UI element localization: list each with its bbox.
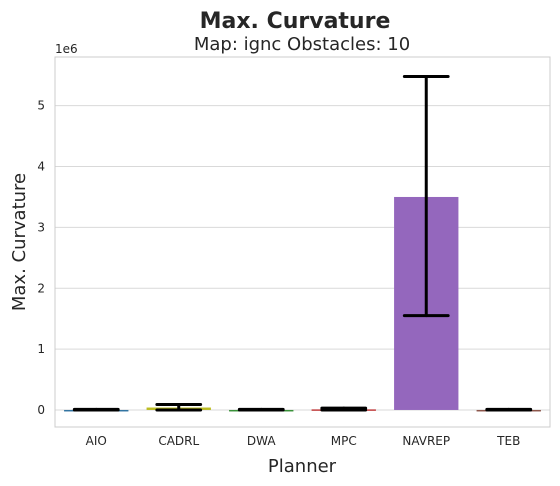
x-tick-label: MPC — [331, 434, 357, 448]
x-axis-ticks: AIO CADRL DWA MPC NAVREP TEB — [86, 434, 521, 448]
chart-title: Max. Curvature — [200, 9, 391, 34]
y-axis-ticks: 0 1 2 3 4 5 — [37, 99, 45, 417]
y-tick-label: 1 — [37, 342, 45, 356]
x-tick-label: TEB — [496, 434, 520, 448]
error-bars — [72, 74, 533, 412]
y-axis-label: Max. Curvature — [9, 173, 30, 311]
x-axis-label: Planner — [268, 456, 337, 477]
x-tick-label: CADRL — [158, 434, 199, 448]
x-tick-label: DWA — [247, 434, 276, 448]
y-tick-label: 2 — [37, 281, 45, 295]
y-tick-label: 3 — [37, 220, 45, 234]
y-tick-label: 0 — [37, 403, 45, 417]
chart-subtitle: Map: ignc Obstacles: 10 — [194, 34, 410, 55]
y-tick-label: 4 — [37, 160, 45, 174]
x-tick-label: AIO — [86, 434, 107, 448]
y-tick-label: 5 — [37, 99, 45, 113]
y-offset-label: 1e6 — [55, 42, 78, 56]
plot-area — [55, 57, 550, 427]
grid-lines — [55, 105, 550, 411]
plot-frame — [54, 56, 551, 428]
x-tick-label: NAVREP — [402, 434, 450, 448]
